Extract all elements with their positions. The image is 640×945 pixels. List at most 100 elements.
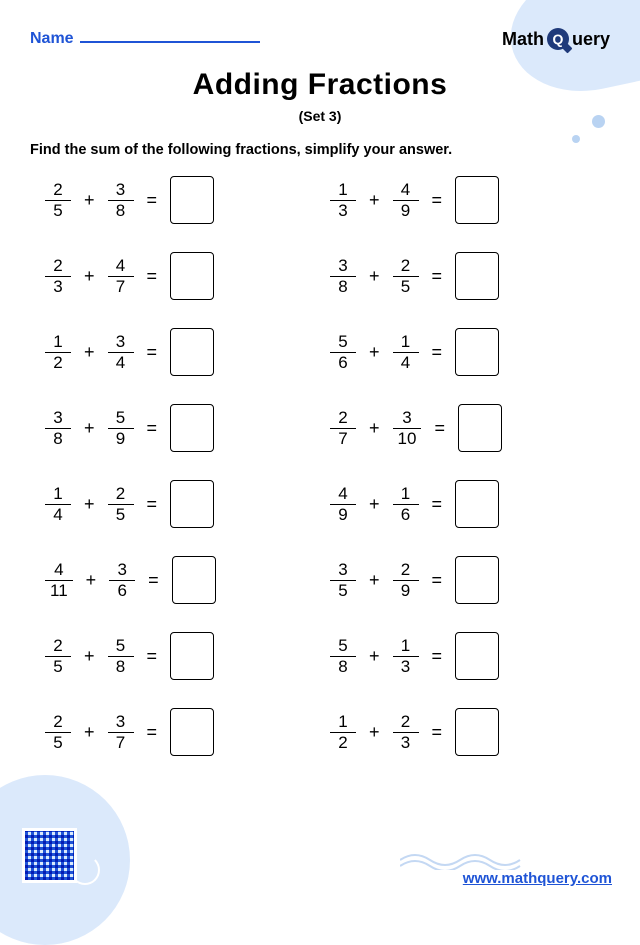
name-input-line[interactable] <box>80 41 260 43</box>
denominator: 7 <box>111 733 130 753</box>
answer-box[interactable] <box>170 404 214 452</box>
denominator: 8 <box>333 277 352 297</box>
fraction-a: 56 <box>330 332 356 372</box>
fraction-b: 34 <box>108 332 134 372</box>
denominator: 3 <box>333 201 352 221</box>
numerator: 4 <box>333 484 352 504</box>
answer-box[interactable] <box>170 708 214 756</box>
plus-operator: + <box>366 494 383 515</box>
numerator: 3 <box>48 408 67 428</box>
fraction-b: 37 <box>108 712 134 752</box>
fraction-a: 12 <box>330 712 356 752</box>
numerator: 5 <box>333 332 352 352</box>
fraction-b: 59 <box>108 408 134 448</box>
logo-text: Math <box>502 29 544 50</box>
answer-box[interactable] <box>455 176 499 224</box>
fraction-a: 35 <box>330 560 356 600</box>
fraction-b: 58 <box>108 636 134 676</box>
answer-box[interactable] <box>458 404 502 452</box>
problem-row: 38+59= <box>45 404 310 452</box>
plus-operator: + <box>366 570 383 591</box>
denominator: 9 <box>333 505 352 525</box>
denominator: 9 <box>111 429 130 449</box>
denominator: 11 <box>45 581 73 601</box>
numerator: 2 <box>396 712 415 732</box>
fraction-b: 29 <box>393 560 419 600</box>
denominator: 2 <box>48 353 67 373</box>
numerator: 1 <box>48 332 67 352</box>
plus-operator: + <box>81 722 98 743</box>
page-subtitle: (Set 3) <box>0 108 640 124</box>
equals-sign: = <box>429 190 446 211</box>
plus-operator: + <box>83 570 100 591</box>
fraction-b: 16 <box>393 484 419 524</box>
answer-box[interactable] <box>455 328 499 376</box>
instructions: Find the sum of the following fractions,… <box>30 142 640 158</box>
problem-row: 411+36= <box>45 556 310 604</box>
problem-row: 58+13= <box>330 632 595 680</box>
problem-row: 49 +16 = <box>330 480 595 528</box>
equals-sign: = <box>144 646 161 667</box>
answer-box[interactable] <box>170 252 214 300</box>
numerator: 4 <box>49 560 68 580</box>
answer-box[interactable] <box>170 328 214 376</box>
problem-row: 23+47= <box>45 252 310 300</box>
qr-code <box>22 828 77 883</box>
problem-row: 12+34= <box>45 328 310 376</box>
denominator: 4 <box>48 505 67 525</box>
plus-operator: + <box>81 418 98 439</box>
fraction-a: 25 <box>45 636 71 676</box>
denominator: 7 <box>333 429 352 449</box>
problem-row: 13+49= <box>330 176 595 224</box>
numerator: 5 <box>111 408 130 428</box>
fraction-b: 310 <box>393 408 422 448</box>
denominator: 10 <box>393 429 422 449</box>
denominator: 5 <box>48 733 67 753</box>
fraction-a: 25 <box>45 712 71 752</box>
denominator: 9 <box>396 581 415 601</box>
answer-box[interactable] <box>170 176 214 224</box>
denominator: 3 <box>396 657 415 677</box>
numerator: 2 <box>48 712 67 732</box>
plus-operator: + <box>81 190 98 211</box>
denominator: 6 <box>396 505 415 525</box>
answer-box[interactable] <box>172 556 216 604</box>
problem-row: 12+23= <box>330 708 595 756</box>
equals-sign: = <box>429 342 446 363</box>
plus-operator: + <box>366 418 383 439</box>
numerator: 2 <box>48 636 67 656</box>
problem-row: 14+25= <box>45 480 310 528</box>
fraction-a: 14 <box>45 484 71 524</box>
footer-link[interactable]: www.mathquery.com <box>463 870 612 887</box>
plus-operator: + <box>366 342 383 363</box>
equals-sign: = <box>429 570 446 591</box>
answer-box[interactable] <box>455 480 499 528</box>
numerator: 2 <box>111 484 130 504</box>
equals-sign: = <box>429 266 446 287</box>
equals-sign: = <box>429 494 446 515</box>
answer-box[interactable] <box>455 556 499 604</box>
answer-box[interactable] <box>455 252 499 300</box>
denominator: 5 <box>396 277 415 297</box>
numerator: 5 <box>111 636 130 656</box>
denominator: 2 <box>333 733 352 753</box>
problem-row: 25+37= <box>45 708 310 756</box>
page-title: Adding Fractions <box>0 68 640 102</box>
answer-box[interactable] <box>170 480 214 528</box>
fraction-b: 36 <box>109 560 135 600</box>
answer-box[interactable] <box>455 708 499 756</box>
numerator: 2 <box>48 256 67 276</box>
answer-box[interactable] <box>455 632 499 680</box>
numerator: 3 <box>111 712 130 732</box>
fraction-b: 49 <box>393 180 419 220</box>
denominator: 8 <box>111 657 130 677</box>
problem-row: 25+58= <box>45 632 310 680</box>
numerator: 2 <box>333 408 352 428</box>
equals-sign: = <box>144 418 161 439</box>
answer-box[interactable] <box>170 632 214 680</box>
fraction-a: 27 <box>330 408 356 448</box>
plus-operator: + <box>81 342 98 363</box>
denominator: 4 <box>396 353 415 373</box>
equals-sign: = <box>144 494 161 515</box>
name-field: Name <box>30 30 260 48</box>
